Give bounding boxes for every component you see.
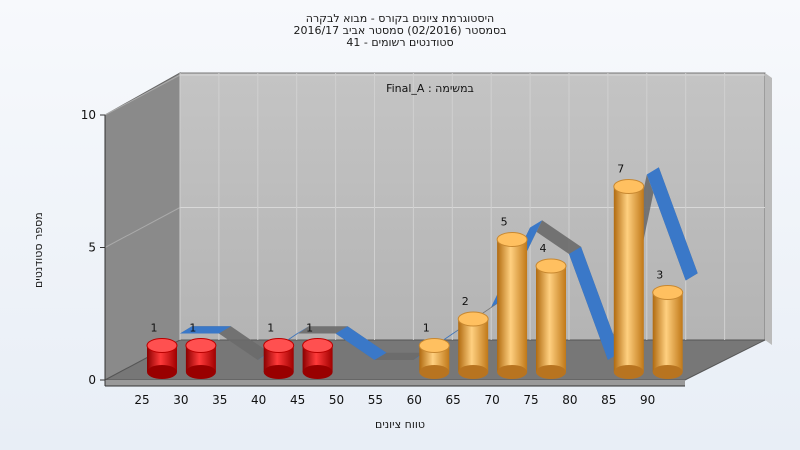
bar-top [185,338,217,353]
chart-title-line-2: בסמסטר (02/2016) סמסטר אביב 2016/17 [293,24,507,37]
x-tick-label: 30 [173,393,188,407]
x-tick-label: 35 [212,393,227,407]
bar-body [536,266,566,372]
bar-30: 1 [185,322,217,379]
bar-40: 1 [263,322,295,379]
bar-value-label: 4 [540,242,547,255]
bar-60: 1 [418,322,450,379]
left-wall [104,72,181,381]
grid-line-left [104,74,181,116]
ribbon-shadow [180,167,698,360]
bar-70: 5 [496,216,528,379]
bar-value-label: 1 [306,322,313,335]
x-tick-label: 60 [407,393,422,407]
bar-top [535,258,567,274]
bar-top [418,338,450,353]
bar-75: 4 [535,242,567,379]
bar-body [613,186,644,372]
chart-title-line-1: היסטוגרמת ציונים בקורס - מבוא לבקרה [305,12,495,25]
chart-title-line-3: סטודנטים רשומים - 41 [346,36,454,49]
y-tick-label: 5 [88,241,96,255]
bar-bottom [419,365,450,379]
x-tick-label: 85 [601,393,616,407]
bar-top [652,285,684,300]
ribbon-segment [335,326,387,360]
bar-value-label: 1 [423,322,430,335]
bar-body [497,239,528,372]
right-depth-top [765,73,772,345]
x-tick-label: 70 [484,393,499,407]
bar-65: 2 [457,295,489,379]
bar-value-label: 1 [151,322,158,335]
bar-bottom [185,365,216,379]
bar-90: 3 [652,269,684,379]
bar-top [263,338,295,353]
bar-bottom [263,365,294,379]
bar-top [302,338,334,353]
bar-top [146,338,178,353]
bar-bottom [458,365,489,379]
bar-value-label: 7 [617,163,624,176]
x-tick-label: 80 [562,393,577,407]
x-axis-label: טווח ציונים [375,418,425,431]
bar-45: 1 [302,322,334,379]
grid-lines [104,73,765,340]
bar-bottom [147,365,177,379]
ribbon-segment [569,246,620,360]
x-tick-label: 50 [329,393,344,407]
bar-bottom [302,365,333,379]
bar-top [496,232,528,247]
ribbon-segment [180,326,231,334]
bar-value-label: 1 [189,322,196,335]
x-tick-label: 25 [134,393,149,407]
bar-body [652,292,683,372]
x-tick-label: 90 [640,393,655,407]
bar-85: 7 [613,163,645,379]
bar-bottom [497,365,528,379]
bar-value-label: 5 [501,216,508,229]
x-tick-label: 55 [368,393,383,407]
bar-bottom [652,365,683,379]
y-tick-label: 10 [81,108,96,122]
ribbon-segment [646,167,698,281]
bar-value-label: 3 [656,269,663,282]
x-tick-label: 45 [290,393,305,407]
bar-bottom [613,365,644,379]
floor-front-edge [105,380,685,386]
bar-value-label: 2 [462,295,469,308]
bar-value-label: 1 [267,322,274,335]
bars-group: 1 1 1 1 1 2 5 4 7 3 [146,163,684,379]
bar-25: 1 [146,322,178,379]
x-tick-label: 75 [523,393,538,407]
assignment-annotation: במשימה : Final_A [386,82,474,95]
bar-top [613,179,645,194]
bar-bottom [536,365,566,379]
y-tick-label: 0 [88,373,96,387]
bar-top [457,311,489,327]
x-tick-label: 65 [446,393,461,407]
grid-line-left [104,207,181,248]
bar-body [458,319,489,372]
x-tick-label: 40 [251,393,266,407]
